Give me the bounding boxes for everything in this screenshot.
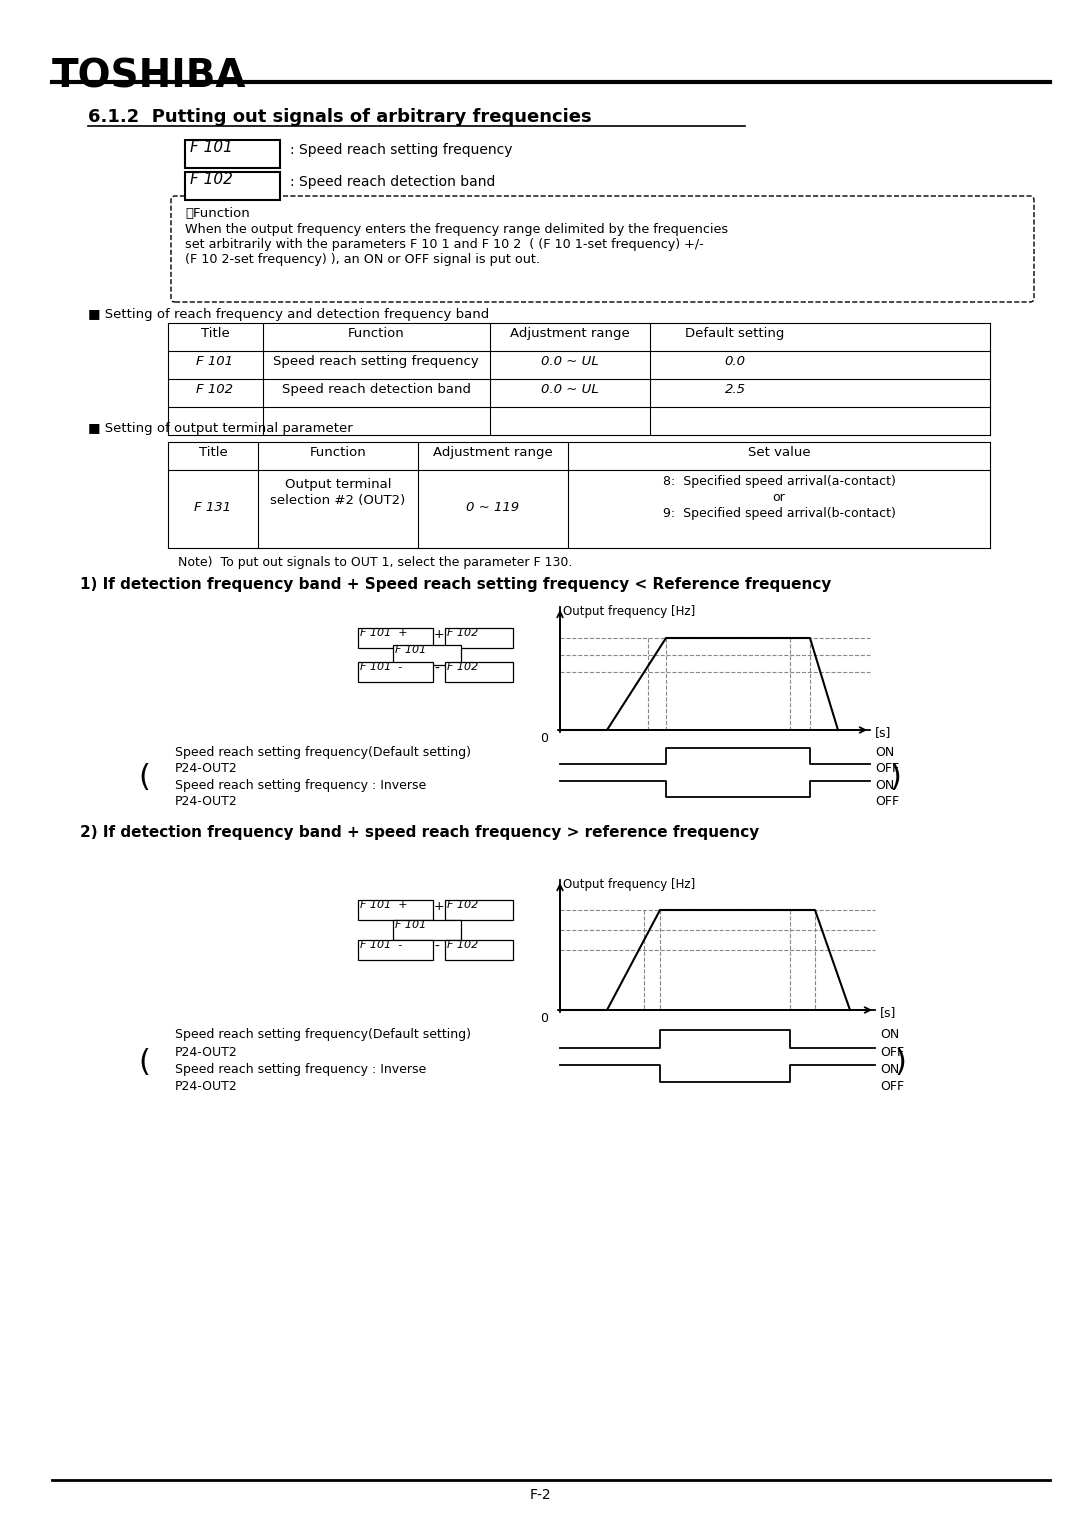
Text: (: (	[138, 764, 150, 793]
Bar	[185, 140, 280, 168]
Text: ON: ON	[875, 779, 894, 793]
Bar	[445, 628, 513, 647]
Bar	[445, 899, 513, 919]
Bar	[357, 628, 433, 647]
Text: Speed reach setting frequency: Speed reach setting frequency	[273, 354, 478, 368]
Text: selection #2 (OUT2): selection #2 (OUT2)	[270, 495, 406, 507]
Text: P24-OUT2: P24-OUT2	[175, 1080, 238, 1093]
Text: F 101  +: F 101 +	[360, 899, 407, 910]
Text: OFF: OFF	[880, 1080, 904, 1093]
Text: ・Function: ・Function	[185, 208, 249, 220]
Text: OFF: OFF	[880, 1046, 904, 1060]
Text: 0: 0	[540, 731, 548, 745]
Text: 2.5: 2.5	[725, 383, 745, 395]
Text: 1) If detection frequency band + Speed reach setting frequency < Reference frequ: 1) If detection frequency band + Speed r…	[80, 577, 832, 592]
Text: 8:  Specified speed arrival(a-contact): 8: Specified speed arrival(a-contact)	[662, 475, 895, 489]
Text: Function: Function	[348, 327, 404, 341]
Text: F-2: F-2	[529, 1487, 551, 1503]
Bar	[185, 173, 280, 200]
Bar	[393, 644, 461, 664]
Text: 0.0 ~ UL: 0.0 ~ UL	[541, 383, 599, 395]
Text: ON: ON	[880, 1063, 900, 1077]
Text: ): )	[890, 764, 902, 793]
Text: (: (	[138, 1048, 150, 1077]
Text: Output frequency [Hz]: Output frequency [Hz]	[563, 605, 696, 618]
Text: OFF: OFF	[875, 796, 900, 808]
Text: F 101: F 101	[197, 354, 233, 368]
Text: +: +	[434, 899, 445, 913]
Text: F 101: F 101	[190, 140, 233, 156]
Text: Speed reach setting frequency : Inverse: Speed reach setting frequency : Inverse	[175, 1063, 427, 1077]
Text: ): )	[895, 1048, 907, 1077]
Text: 0.0: 0.0	[725, 354, 745, 368]
Text: -: -	[434, 941, 438, 954]
Text: Title: Title	[201, 327, 229, 341]
Text: 0.0 ~ UL: 0.0 ~ UL	[541, 354, 599, 368]
Text: [s]: [s]	[875, 725, 891, 739]
Text: set arbitrarily with the parameters F 10 1 and F 10 2  ( (F 10 1-set frequency) : set arbitrarily with the parameters F 10…	[185, 238, 704, 250]
Text: -: -	[434, 663, 438, 676]
Text: F 102: F 102	[190, 173, 233, 186]
Text: Default setting: Default setting	[686, 327, 785, 341]
Text: F 102: F 102	[447, 663, 478, 672]
Text: F 131: F 131	[194, 501, 231, 515]
Text: (F 10 2-set frequency) ), an ON or OFF signal is put out.: (F 10 2-set frequency) ), an ON or OFF s…	[185, 253, 540, 266]
Text: F 101  -: F 101 -	[360, 663, 402, 672]
Text: F 101: F 101	[395, 644, 427, 655]
Bar	[357, 941, 433, 960]
Text: Speed reach setting frequency(Default setting): Speed reach setting frequency(Default se…	[175, 747, 471, 759]
Text: [s]: [s]	[880, 1006, 896, 1019]
Text: Adjustment range: Adjustment range	[433, 446, 553, 460]
Bar	[445, 941, 513, 960]
Text: : Speed reach detection band: : Speed reach detection band	[291, 176, 496, 189]
FancyBboxPatch shape	[171, 195, 1034, 302]
Text: Set value: Set value	[747, 446, 810, 460]
Text: 2) If detection frequency band + speed reach frequency > reference frequency: 2) If detection frequency band + speed r…	[80, 825, 759, 840]
Text: OFF: OFF	[875, 762, 900, 776]
Text: F 101  +: F 101 +	[360, 628, 407, 638]
Text: ON: ON	[880, 1028, 900, 1041]
Text: Speed reach detection band: Speed reach detection band	[282, 383, 471, 395]
Text: F 102: F 102	[197, 383, 233, 395]
Text: P24-OUT2: P24-OUT2	[175, 796, 238, 808]
Text: Output terminal: Output terminal	[285, 478, 391, 492]
Text: Function: Function	[310, 446, 366, 460]
Text: 0 ~ 119: 0 ~ 119	[467, 501, 519, 515]
Text: F 101: F 101	[395, 919, 427, 930]
Text: Speed reach setting frequency(Default setting): Speed reach setting frequency(Default se…	[175, 1028, 471, 1041]
Text: : Speed reach setting frequency: : Speed reach setting frequency	[291, 144, 513, 157]
Text: When the output frequency enters the frequency range delimited by the frequencie: When the output frequency enters the fre…	[185, 223, 728, 237]
Bar	[357, 899, 433, 919]
Text: P24-OUT2: P24-OUT2	[175, 762, 238, 776]
Text: or: or	[772, 492, 785, 504]
Text: Note)  To put out signals to OUT 1, select the parameter F 130.: Note) To put out signals to OUT 1, selec…	[178, 556, 572, 570]
Text: ON: ON	[875, 747, 894, 759]
Text: ■ Setting of reach frequency and detection frequency band: ■ Setting of reach frequency and detecti…	[87, 308, 489, 321]
Text: Adjustment range: Adjustment range	[510, 327, 630, 341]
Text: 9:  Specified speed arrival(b-contact): 9: Specified speed arrival(b-contact)	[662, 507, 895, 521]
Text: Title: Title	[199, 446, 228, 460]
Bar	[357, 663, 433, 683]
Text: F 101  -: F 101 -	[360, 941, 402, 950]
Text: P24-OUT2: P24-OUT2	[175, 1046, 238, 1060]
Text: F 102: F 102	[447, 628, 478, 638]
Bar	[393, 919, 461, 941]
Text: ■ Setting of output terminal parameter: ■ Setting of output terminal parameter	[87, 421, 353, 435]
Text: F 102: F 102	[447, 941, 478, 950]
Text: 6.1.2  Putting out signals of arbitrary frequencies: 6.1.2 Putting out signals of arbitrary f…	[87, 108, 592, 127]
Bar	[445, 663, 513, 683]
Text: Output frequency [Hz]: Output frequency [Hz]	[563, 878, 696, 890]
Text: 0: 0	[540, 1012, 548, 1025]
Text: +: +	[434, 628, 445, 641]
Text: Speed reach setting frequency : Inverse: Speed reach setting frequency : Inverse	[175, 779, 427, 793]
Text: TOSHIBA: TOSHIBA	[52, 58, 246, 96]
Text: F 102: F 102	[447, 899, 478, 910]
